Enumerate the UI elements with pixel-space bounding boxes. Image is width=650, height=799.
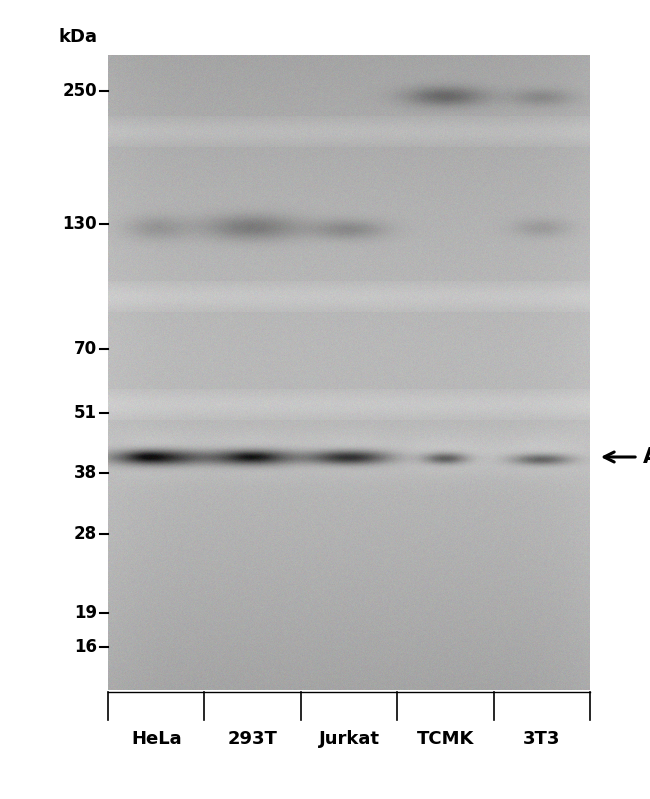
- Text: 70: 70: [74, 340, 97, 358]
- Text: 19: 19: [74, 604, 97, 622]
- Text: 3T3: 3T3: [523, 730, 560, 748]
- Text: 16: 16: [74, 638, 97, 656]
- Text: 250: 250: [62, 82, 97, 100]
- Text: 130: 130: [62, 215, 97, 233]
- Text: 28: 28: [74, 525, 97, 543]
- Text: AAGAB: AAGAB: [643, 447, 650, 467]
- Text: kDa: kDa: [58, 28, 97, 46]
- Text: HeLa: HeLa: [131, 730, 181, 748]
- Text: 51: 51: [74, 404, 97, 422]
- Text: TCMK: TCMK: [417, 730, 474, 748]
- Text: 293T: 293T: [227, 730, 278, 748]
- Text: Jurkat: Jurkat: [318, 730, 380, 748]
- Text: 38: 38: [74, 464, 97, 482]
